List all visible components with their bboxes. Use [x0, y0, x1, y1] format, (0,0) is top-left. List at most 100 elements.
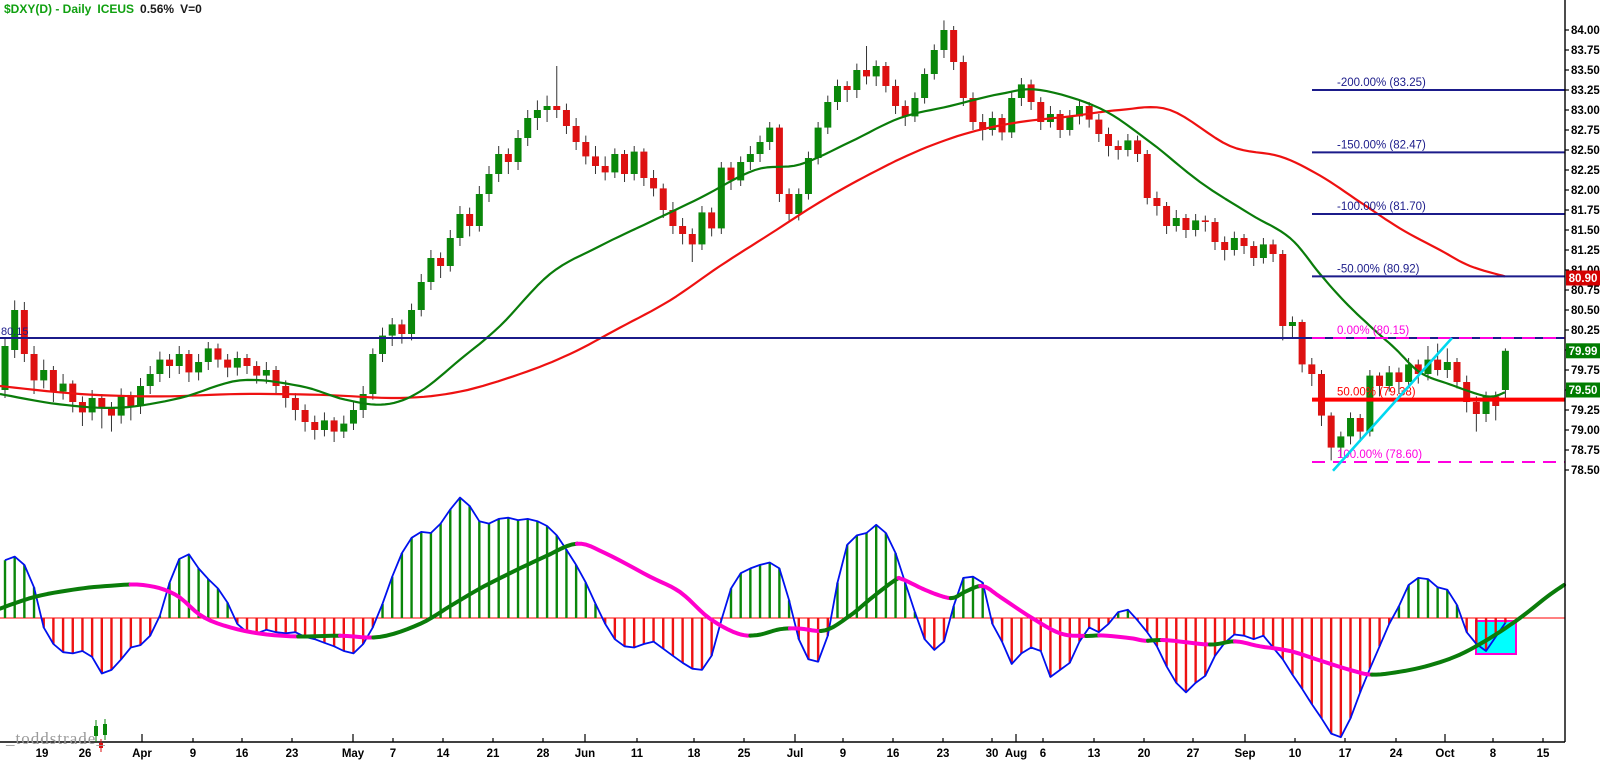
trendline[interactable] — [1332, 337, 1453, 472]
candle-body — [291, 398, 299, 410]
candle-body — [1143, 154, 1151, 198]
indicator-pane — [0, 496, 1566, 739]
signal-line-segment — [1160, 638, 1212, 647]
price-badge-label: 79.99 — [1569, 346, 1598, 358]
fast-ma-line[interactable] — [0, 88, 1506, 409]
candle-body — [1075, 106, 1083, 117]
candle-body — [727, 167, 735, 181]
candle-body — [214, 348, 222, 360]
candle-body — [1366, 375, 1374, 432]
candle-body — [1230, 238, 1238, 250]
candle-body — [359, 394, 367, 410]
candle-body — [1, 346, 9, 390]
candle-body — [892, 86, 900, 106]
date-axis-label: 26 — [79, 748, 92, 760]
price-badge-bg — [1566, 382, 1600, 398]
candle-body — [369, 354, 377, 394]
candle-body — [1153, 198, 1161, 206]
candle-body — [466, 214, 474, 226]
candle-body — [804, 158, 812, 194]
candle-body — [98, 398, 106, 408]
date-axis-label: 10 — [1289, 748, 1302, 760]
candle-body — [1027, 84, 1035, 102]
candle-body — [882, 66, 890, 86]
candle-body — [1424, 359, 1432, 374]
candle-body — [1337, 436, 1345, 448]
candle-body — [107, 407, 115, 416]
candle-body — [1308, 364, 1316, 374]
candle-body — [504, 154, 512, 162]
fib-level-label: -100.00% (81.70) — [1337, 201, 1426, 213]
candle-body — [253, 366, 261, 376]
candle-body — [756, 142, 764, 154]
candle-body — [166, 359, 174, 366]
candle-body — [969, 98, 977, 122]
candle-body — [1443, 362, 1451, 370]
candle-body — [901, 106, 909, 117]
candle-body — [524, 118, 532, 138]
candle-body — [863, 70, 871, 77]
support-hline-label: 80.15 — [1, 326, 29, 338]
candle-body — [1105, 134, 1113, 146]
date-axis-label: 7 — [390, 748, 396, 760]
candle-body — [49, 370, 57, 392]
candle-body — [611, 154, 619, 173]
date-axis-label: 17 — [1339, 748, 1352, 760]
date-axis-label: 9 — [190, 748, 196, 760]
candle-body — [1114, 146, 1122, 150]
candle-body — [243, 358, 251, 366]
signal-line-segment — [978, 584, 1089, 638]
candle-body — [233, 358, 241, 368]
slow-ma-line[interactable] — [0, 105, 1506, 400]
candle-body — [1327, 415, 1335, 448]
fib-level-label: -150.00% (82.47) — [1337, 139, 1426, 151]
candle-body — [20, 310, 28, 354]
date-axis-label: 18 — [688, 748, 701, 760]
candle-body — [88, 398, 96, 413]
candle-body — [1482, 396, 1490, 414]
signal-line-segment — [338, 633, 376, 640]
candle-body — [1376, 375, 1384, 386]
candle-body — [175, 354, 183, 366]
candle-body — [1095, 119, 1103, 134]
date-axis-label: Jul — [787, 748, 804, 760]
moving-averages — [0, 88, 1506, 409]
price-axis-label: 81.50 — [1571, 225, 1600, 237]
candle-body — [340, 423, 348, 432]
candle-body — [562, 110, 570, 126]
candle-body — [40, 370, 48, 381]
candle-body — [591, 156, 599, 166]
watermark-candle-body — [103, 724, 107, 735]
candle-body — [708, 212, 716, 229]
fib-level-label: -200.00% (83.25) — [1337, 77, 1426, 89]
candle-body — [979, 122, 987, 130]
price-axis-label: 83.50 — [1571, 65, 1600, 77]
date-axis-label: 19 — [36, 748, 49, 760]
candle-body — [1472, 402, 1480, 414]
date-axis-label: 28 — [537, 748, 550, 760]
candle-body — [1172, 218, 1180, 226]
candle-body — [1192, 220, 1200, 230]
symbol-title: $DXY(D) - Daily ICEUS 0.56% V=0 — [4, 2, 208, 16]
candle-body — [950, 30, 958, 62]
price-axis-label: 81.25 — [1571, 245, 1600, 257]
candle-body — [659, 188, 667, 210]
signal-line-segment — [1084, 633, 1102, 638]
candle-body — [795, 194, 803, 214]
date-axis-label: 23 — [286, 748, 299, 760]
candle-body — [911, 98, 919, 117]
fib-level-label: 100.00% (78.60) — [1337, 449, 1422, 461]
volume-label: V=0 — [180, 2, 202, 16]
fib-level-label: 50.00% (79.38) — [1337, 387, 1416, 399]
date-axis-label: 8 — [1490, 748, 1497, 760]
candle-body — [679, 226, 687, 234]
candle-body — [301, 410, 309, 422]
date-axis-label: 27 — [1187, 748, 1200, 760]
date-axis-label: 13 — [1088, 748, 1101, 760]
symbol-label: $DXY(D) - Daily — [4, 2, 92, 16]
candle-body — [601, 166, 609, 173]
candle-body — [495, 154, 503, 174]
date-axis-label: Jun — [575, 748, 595, 760]
price-axis-label: 79.25 — [1571, 405, 1600, 417]
